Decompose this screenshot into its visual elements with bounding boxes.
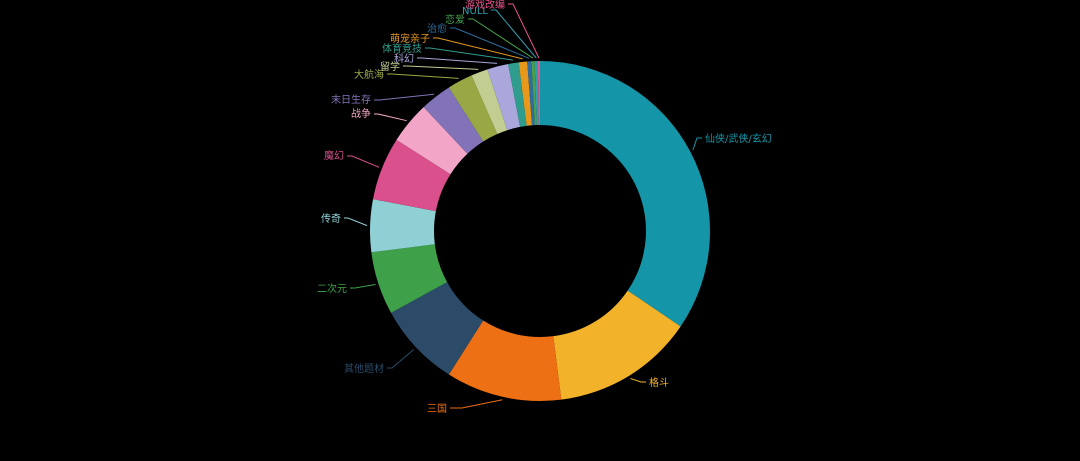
label-leader-line xyxy=(387,73,459,79)
donut-slice-1[interactable] xyxy=(553,290,681,400)
slice-label: NULL xyxy=(462,6,488,17)
label-leader-line xyxy=(450,27,530,59)
slice-label: 末日生存 xyxy=(331,93,371,106)
donut-slice-13[interactable] xyxy=(518,61,533,126)
donut-slice-4[interactable] xyxy=(371,244,448,313)
donut-slice-12[interactable] xyxy=(508,62,527,127)
donut-slice-9[interactable] xyxy=(448,75,498,142)
label-leader-line xyxy=(630,378,646,383)
label-leader-line xyxy=(491,9,537,59)
label-leader-line xyxy=(403,65,479,70)
donut-slice-6[interactable] xyxy=(373,139,451,212)
slice-label: 恋爱 xyxy=(445,13,465,26)
slice-label: 仙侠/武侠/玄幻 xyxy=(705,132,772,145)
slice-label: 二次元 xyxy=(317,282,347,295)
donut-slice-10[interactable] xyxy=(471,69,508,134)
donut-slice-16[interactable] xyxy=(534,61,539,126)
slice-label: 科幻 xyxy=(394,52,414,65)
label-leader-line xyxy=(374,93,435,101)
donut-slice-7[interactable] xyxy=(396,107,468,175)
slice-label: 留学 xyxy=(380,60,400,73)
donut-slice-14[interactable] xyxy=(527,61,535,126)
label-leader-line xyxy=(344,217,368,227)
slice-label: 体育竞技 xyxy=(382,42,422,55)
donut-slice-11[interactable] xyxy=(487,64,521,131)
donut-slice-8[interactable] xyxy=(423,87,484,154)
label-leader-line xyxy=(387,349,415,369)
slice-label: 传奇 xyxy=(321,212,341,225)
label-leader-line xyxy=(350,284,376,289)
label-leader-line xyxy=(433,37,523,60)
label-leader-line xyxy=(374,113,407,122)
slice-label: 大航海 xyxy=(354,68,384,81)
label-leader-line xyxy=(425,47,513,61)
donut-slice-2[interactable] xyxy=(448,320,562,402)
slice-label: 萌宠亲子 xyxy=(390,32,430,45)
label-leader-line xyxy=(347,155,380,168)
donut-slice-5[interactable] xyxy=(369,199,436,253)
slice-label: 战争 xyxy=(351,107,371,120)
label-leader-line xyxy=(508,3,540,59)
slice-label: 其他题材 xyxy=(344,362,384,375)
label-leader-line xyxy=(450,399,503,409)
donut-slice-15[interactable] xyxy=(531,61,537,126)
donut-slice-0[interactable] xyxy=(540,61,710,327)
donut-slice-17[interactable] xyxy=(537,60,540,126)
label-leader-line xyxy=(468,18,534,59)
slice-label: 三国 xyxy=(427,403,447,415)
label-leader-line xyxy=(692,137,702,151)
slice-label: 游戏改编 xyxy=(465,0,505,11)
slice-label: 魔幻 xyxy=(324,149,344,162)
slice-label: 格斗 xyxy=(649,376,669,389)
slice-label: 治愈 xyxy=(427,22,447,35)
donut-slice-3[interactable] xyxy=(391,282,484,375)
label-leader-line xyxy=(417,57,498,64)
